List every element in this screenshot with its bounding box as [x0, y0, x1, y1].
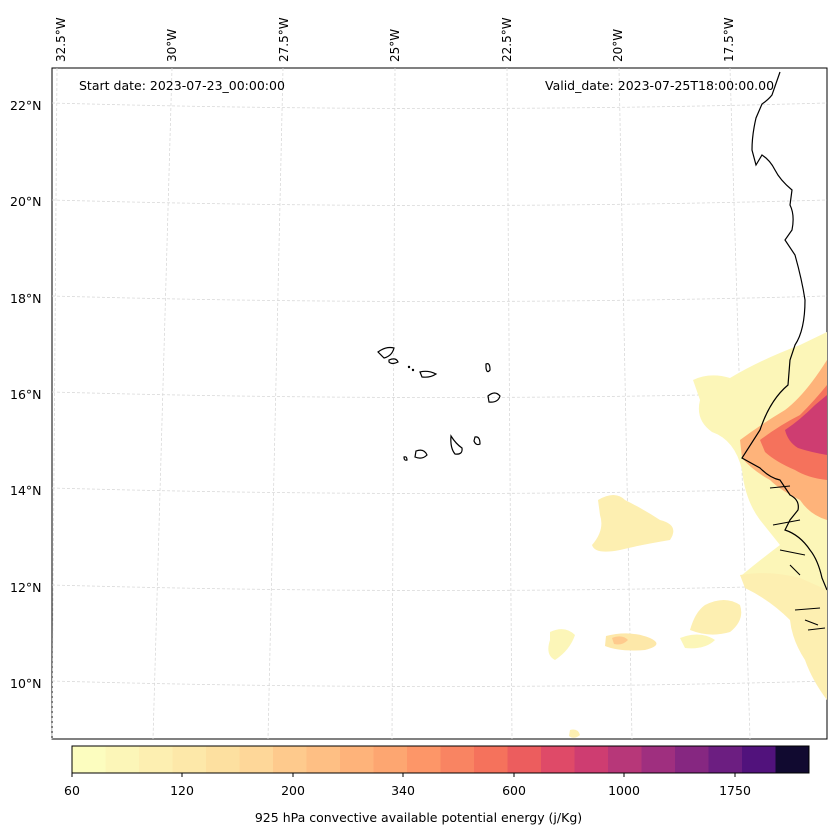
lat-label: 16°N: [10, 387, 42, 402]
lon-label: 22.5°W: [500, 17, 514, 62]
lat-label: 22°N: [10, 98, 42, 113]
island-outline: [411, 368, 415, 372]
coastline-inlets: [769, 485, 826, 631]
colorbar-tick-label: 60: [64, 783, 80, 798]
colorbar-tick-label: 200: [281, 783, 305, 798]
colorbar-segment: [675, 746, 709, 773]
valid-date-label: Valid_date: 2023-07-25T18:00:00.00: [545, 78, 775, 93]
parallel-gridline: [51, 487, 828, 494]
colorbar-segment: [641, 746, 676, 773]
parallel-gridline: [51, 391, 828, 398]
cape-contour: [690, 600, 742, 635]
colorbar: [71, 745, 810, 777]
cape-verde-islands: [377, 346, 501, 461]
colorbar-segment: [340, 746, 374, 773]
colorbar-segment: [708, 746, 743, 773]
island-outline: [414, 449, 428, 459]
island-outline: [450, 434, 463, 455]
cape-filled-contours: [548, 332, 827, 738]
lat-label: 10°N: [10, 676, 42, 691]
island-outline: [407, 365, 411, 369]
lon-label: 32.5°W: [54, 17, 68, 62]
coastline: [741, 71, 828, 631]
cape-contour: [612, 636, 628, 645]
colorbar-tick-label: 340: [391, 783, 415, 798]
lon-label: 17.5°W: [722, 17, 736, 62]
island-outline: [388, 358, 399, 365]
island-outline: [377, 346, 395, 359]
start-date-label: Start date: 2023-07-23_00:00:00: [79, 78, 285, 93]
colorbar-segment: [474, 746, 508, 773]
cape-contour: [592, 495, 674, 552]
colorbar-segment: [541, 746, 575, 773]
parallel-gridline: [51, 199, 828, 206]
colorbar-segment: [306, 746, 341, 773]
parallel-gridline: [51, 295, 828, 302]
parallel-gridline: [51, 680, 828, 687]
gridlines: [51, 67, 828, 740]
colorbar-segment: [440, 746, 475, 773]
lon-label: 27.5°W: [277, 17, 291, 62]
meridian-gridline: [267, 67, 284, 740]
cape-contour: [569, 729, 580, 738]
colorbar-tick-label: 120: [170, 783, 194, 798]
colorbar-segment: [239, 746, 274, 773]
lat-label: 20°N: [10, 194, 42, 209]
meridian-gridline: [618, 67, 633, 740]
colorbar-segment: [407, 746, 441, 773]
colorbar-segment: [172, 746, 207, 773]
colorbar-tick-label: 1750: [719, 783, 751, 798]
island-outline: [487, 392, 501, 403]
cape-contour: [548, 629, 575, 660]
colorbar-segment: [373, 746, 408, 773]
colorbar-segment: [105, 746, 140, 773]
colorbar-segment: [72, 746, 106, 773]
parallel-gridline: [51, 102, 828, 109]
lat-label: 14°N: [10, 483, 42, 498]
colorbar-frame: [71, 745, 810, 774]
cape-contour: [785, 395, 827, 455]
cape-contour: [680, 634, 715, 649]
colorbar-segment: [574, 746, 609, 773]
colorbar-tick-label: 1000: [608, 783, 640, 798]
meridian-gridline: [506, 67, 513, 740]
cape-contour: [740, 573, 827, 700]
lat-label: 12°N: [10, 580, 42, 595]
island-outline: [473, 436, 481, 446]
lat-label: 18°N: [10, 291, 42, 306]
lon-label: 25°W: [388, 28, 402, 62]
colorbar-segment: [608, 746, 642, 773]
colorbar-segment: [775, 746, 810, 773]
colorbar-segment: [139, 746, 173, 773]
lon-label: 20°W: [611, 28, 625, 62]
colorbar-segment: [273, 746, 307, 773]
meridian-gridline: [51, 67, 58, 740]
meridian-gridline: [391, 67, 396, 740]
africa-coastline: [741, 71, 828, 591]
colorbar-segment: [742, 746, 776, 773]
parallel-gridline: [51, 584, 828, 591]
island-outline: [419, 370, 438, 378]
meridian-gridline: [152, 67, 173, 740]
island-outline: [485, 363, 491, 373]
lon-label: 30°W: [165, 28, 179, 62]
colorbar-segment: [206, 746, 240, 773]
colorbar-tick-label: 600: [502, 783, 526, 798]
colorbar-title: 925 hPa convective available potential e…: [254, 810, 583, 825]
colorbar-segment: [507, 746, 542, 773]
island-outline: [403, 456, 408, 461]
